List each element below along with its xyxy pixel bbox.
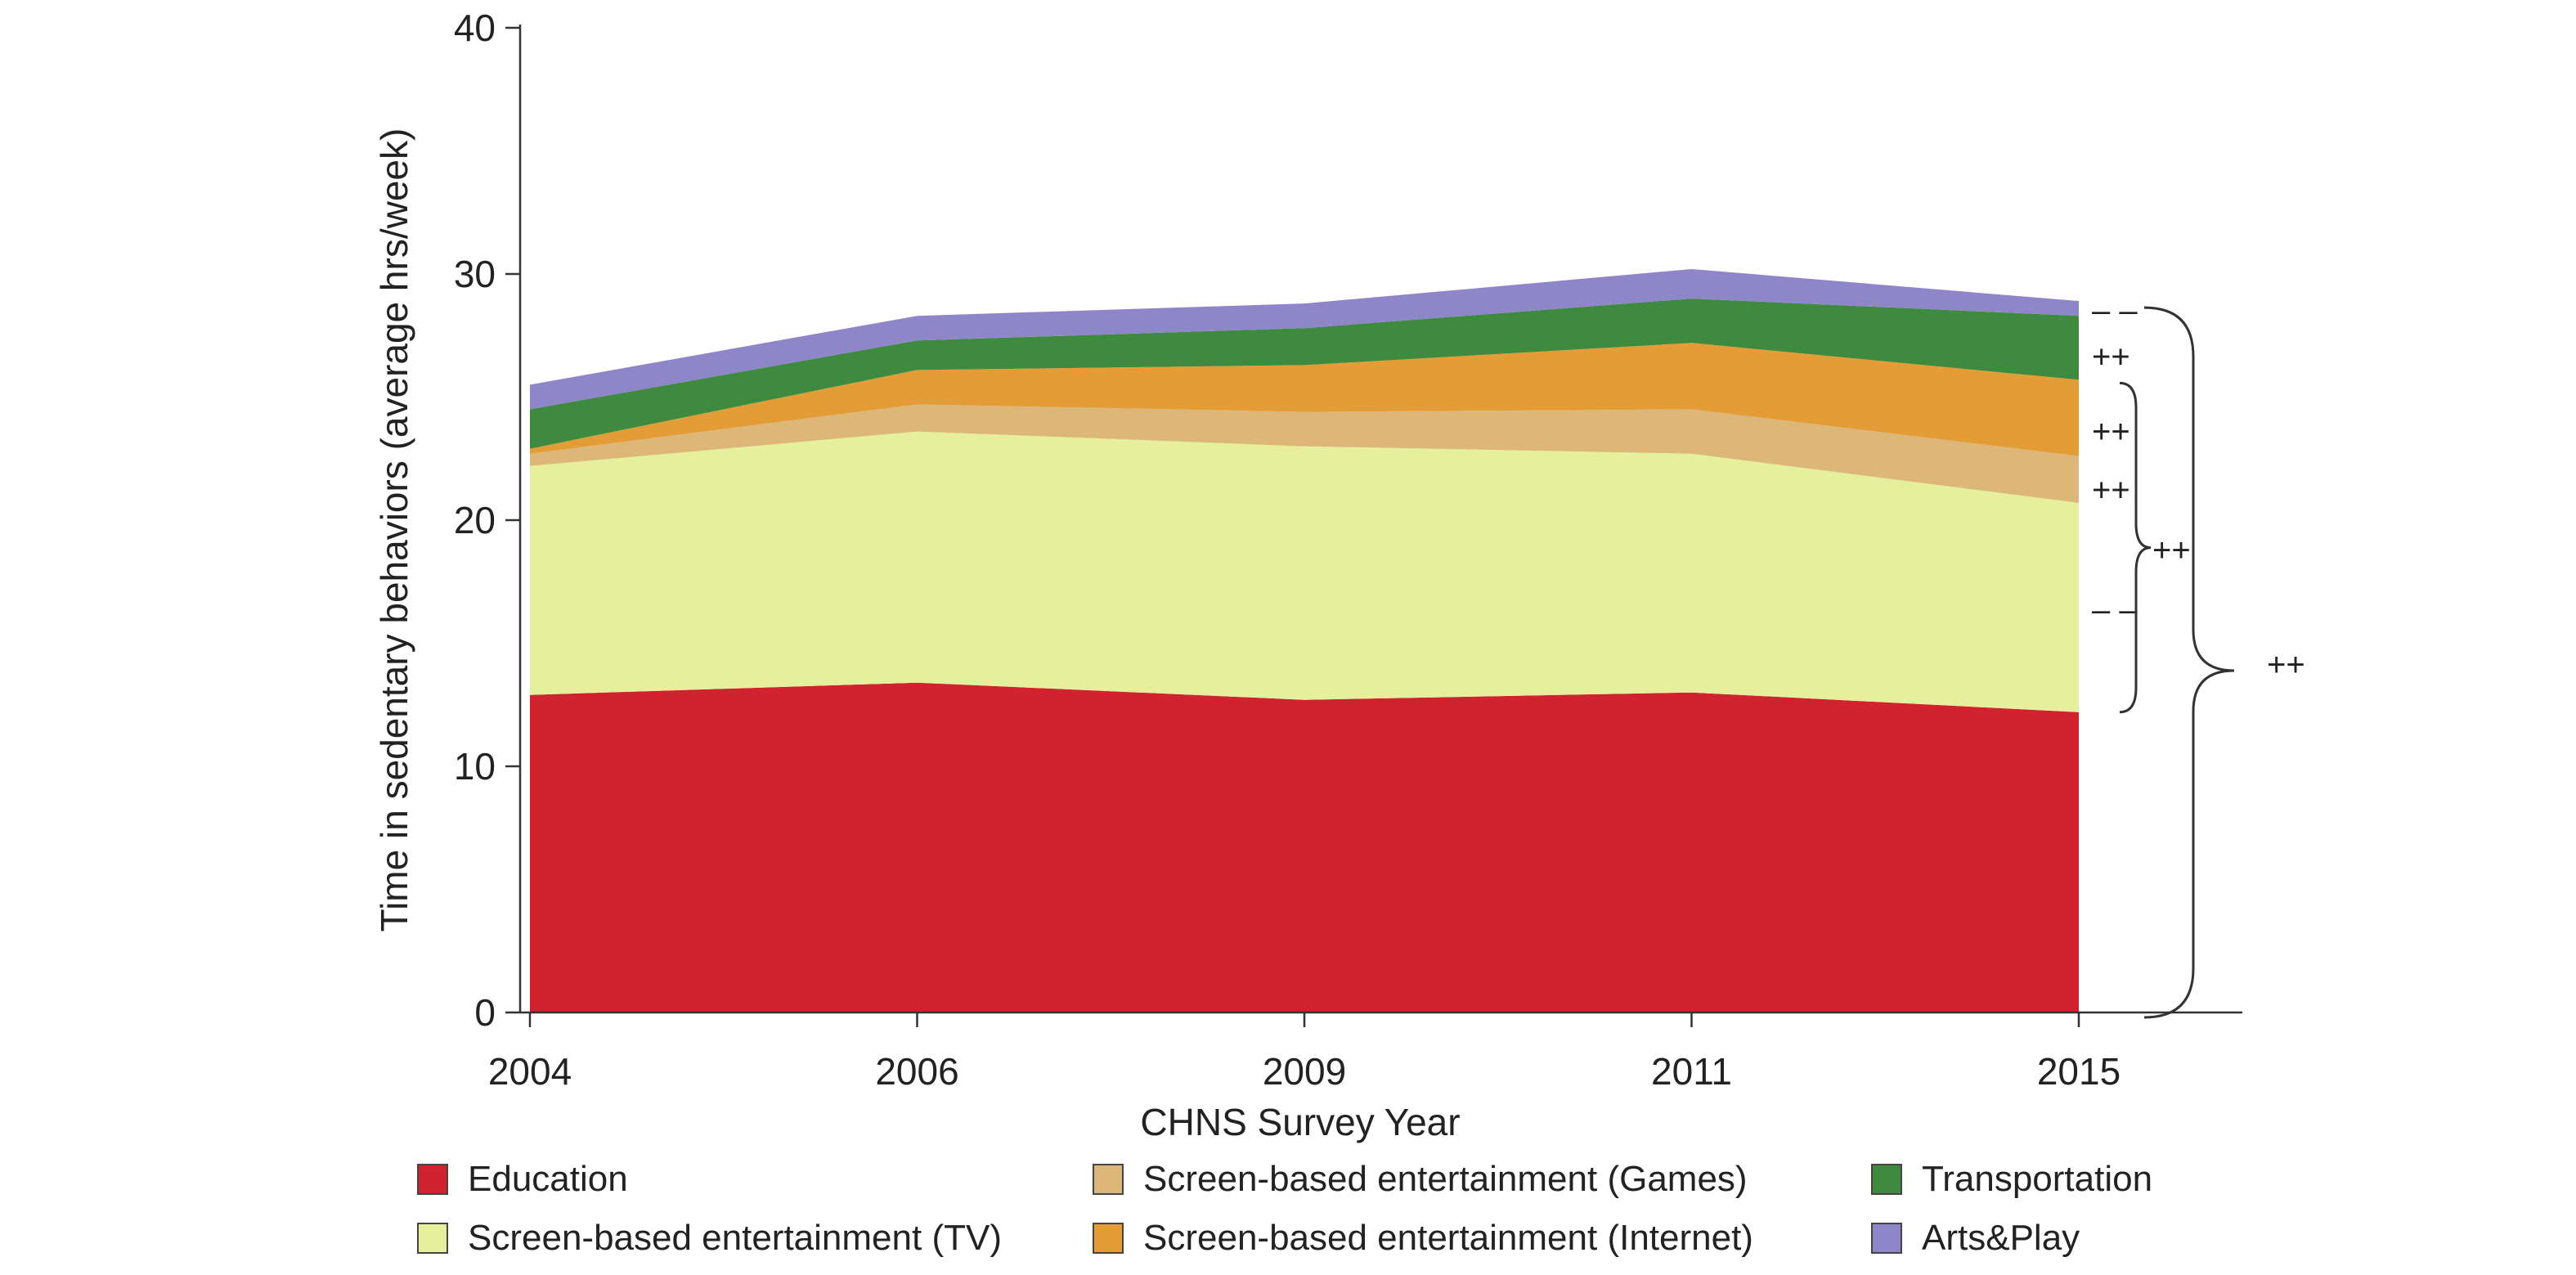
annotation-4: ++ [2092,472,2130,508]
annotation-2: ++ [2092,339,2130,375]
annotation-7: ++ [2267,647,2305,683]
x-tick-label-2006: 2006 [875,1050,958,1093]
annotation-5: – – [2092,592,2138,628]
annotation-6: ++ [2152,532,2191,568]
annotation-1: – – [2092,293,2138,329]
x-tick-label-2004: 2004 [488,1050,572,1093]
y-tick-label-0: 0 [474,991,496,1034]
area-arts-play [530,269,2079,410]
x-tick-label-2009: 2009 [1263,1050,1346,1093]
area-screen-based-entertainment-games [530,404,2079,503]
x-tick-label-2011: 2011 [1651,1050,1732,1093]
y-tick-label-20: 20 [454,499,496,541]
y-axis-title: Time in sedentary behaviors (average hrs… [373,128,415,932]
x-axis-title: CHNS Survey Year [1140,1101,1460,1143]
area-screen-based-entertainment-internet [530,343,2079,456]
area-transportation [530,299,2079,449]
annotation-3: ++ [2092,414,2130,450]
area-education [530,682,2079,1012]
x-tick-label-2015: 2015 [2037,1050,2120,1093]
brace-total [2143,306,2235,1019]
y-tick-label-30: 30 [454,253,496,295]
y-tick-label-10: 10 [454,745,496,788]
area-screen-based-entertainment-tv [530,431,2079,712]
brace-screen-based [2119,381,2152,714]
y-tick-label-40: 40 [454,7,496,49]
